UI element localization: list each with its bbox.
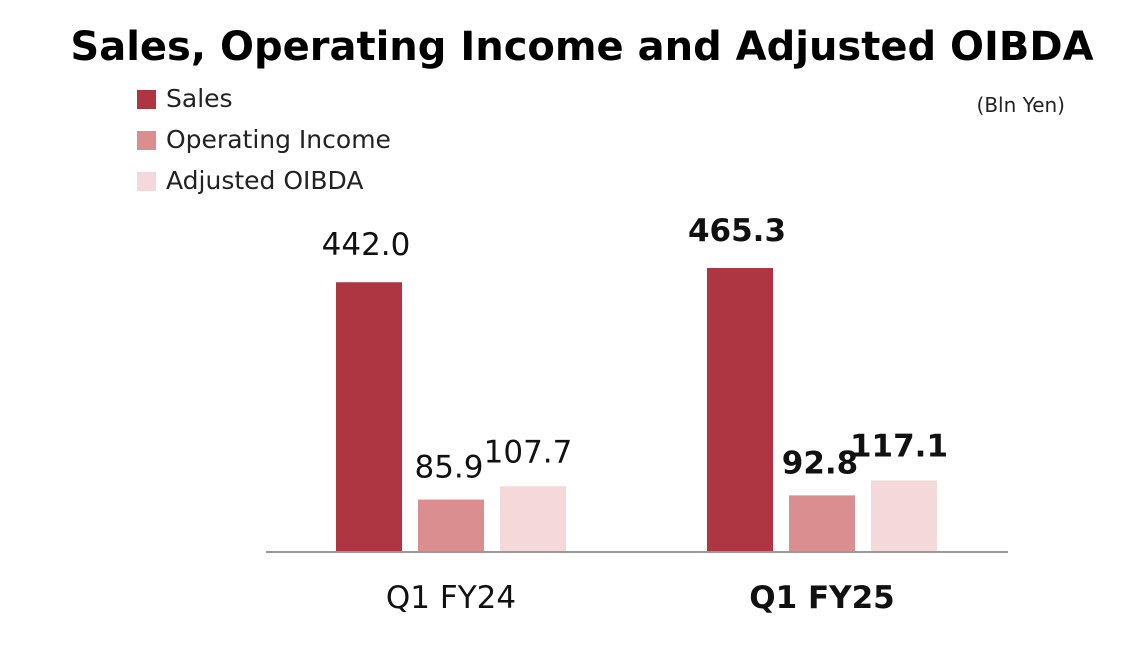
legend-swatch-2 (137, 131, 156, 150)
legend-label-1: Sales (166, 84, 233, 113)
bar-2-2 (789, 495, 855, 552)
chart-title: Sales, Operating Income and Adjusted OIB… (70, 24, 1093, 70)
legend-swatch-1 (137, 90, 156, 109)
legend-label-3: Adjusted OIBDA (166, 166, 363, 195)
bars (336, 268, 937, 552)
bar-2-3 (871, 480, 937, 552)
category-label-2: Q1 FY25 (749, 580, 894, 616)
value-label-1-2: 85.9 (414, 450, 483, 486)
bar-2-1 (707, 268, 773, 552)
legend-label-2: Operating Income (166, 125, 391, 154)
legend: Sales Operating Income Adjusted OIBDA (137, 84, 391, 195)
value-label-1-3: 107.7 (484, 434, 573, 470)
unit-label: (Bln Yen) (977, 93, 1065, 117)
bar-1-1 (336, 282, 402, 552)
value-label-1-1: 442.0 (322, 227, 411, 263)
value-label-2-3: 117.1 (850, 429, 948, 465)
category-label-1: Q1 FY24 (386, 580, 516, 616)
bar-1-3 (500, 486, 566, 552)
bar-1-2 (418, 499, 484, 552)
value-label-2-2: 92.8 (782, 445, 859, 481)
category-labels: Q1 FY24 Q1 FY25 (386, 580, 895, 616)
value-label-2-1: 465.3 (688, 213, 786, 249)
legend-swatch-3 (137, 172, 156, 191)
